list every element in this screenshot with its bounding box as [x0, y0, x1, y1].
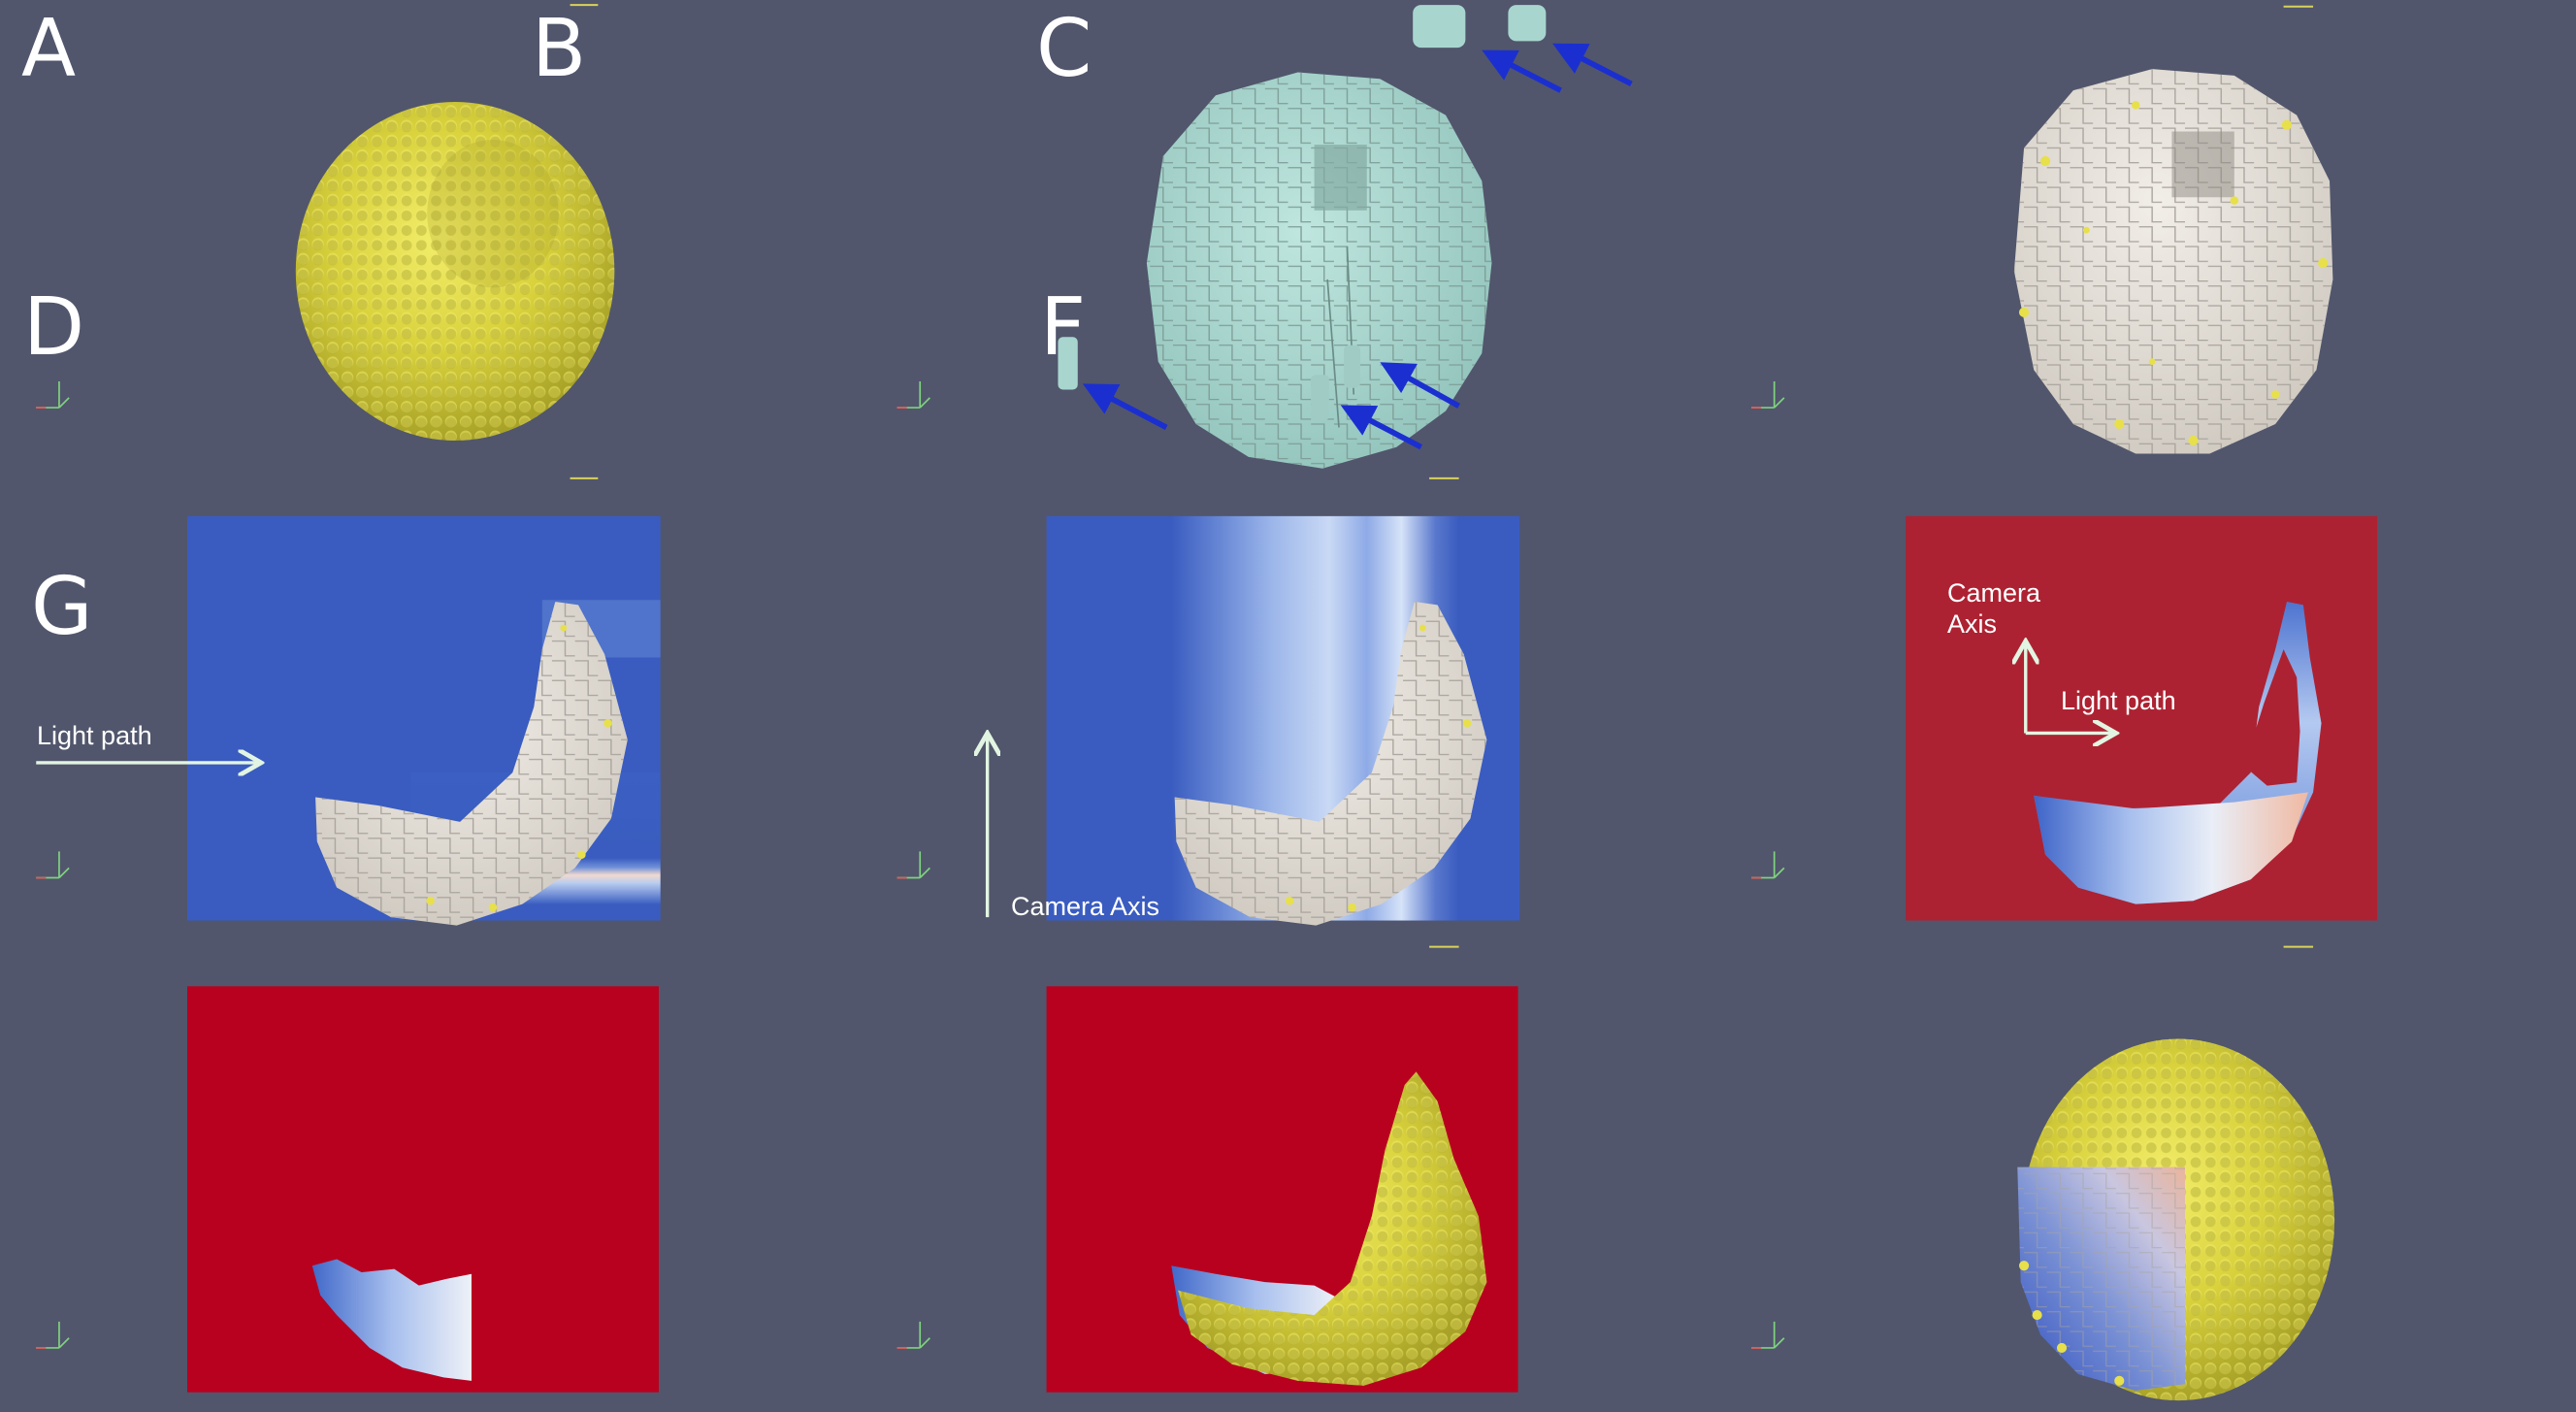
pointer-arrow-icon — [1552, 43, 1633, 86]
orientation-axes-icon — [36, 380, 1785, 1349]
panel-f-axes-diagram — [2026, 644, 2113, 733]
panel-label-d: D — [23, 281, 85, 374]
panel-h-overlay — [1046, 986, 1518, 1393]
pointer-arrow-icon — [1082, 383, 1168, 430]
panel-g-slice-map — [187, 986, 659, 1393]
camera-axis-label-e: Camera Axis — [1011, 892, 1160, 921]
pointer-arrow-icon — [1340, 405, 1422, 450]
pointer-arrow-icon — [1482, 49, 1562, 93]
panel-b-pointer-arrows — [1082, 43, 1633, 450]
camera-axis-label-f: Camera Axis — [1947, 578, 2041, 640]
light-path-label-d: Light path — [37, 721, 152, 750]
panel-f-depth-map — [1906, 515, 2378, 921]
panel-a-nucleus-surface — [295, 102, 615, 441]
panel-label-c: C — [1036, 3, 1092, 95]
panel-label-a: A — [21, 3, 77, 95]
panel-label-b: B — [532, 3, 587, 95]
panel-c-cut-surface — [2013, 69, 2333, 454]
panel-b-voxel-surface — [1058, 5, 1547, 469]
panel-e-camera-projection — [1046, 515, 1520, 926]
scale-tick-fragments — [570, 4, 2314, 948]
panel-i-combined-view — [2017, 1038, 2335, 1401]
pointer-arrow-icon — [1380, 362, 1460, 409]
panel-d-light-attenuation — [187, 515, 661, 926]
light-path-label-f: Light path — [2061, 686, 2176, 715]
panel-label-g: G — [31, 561, 93, 653]
